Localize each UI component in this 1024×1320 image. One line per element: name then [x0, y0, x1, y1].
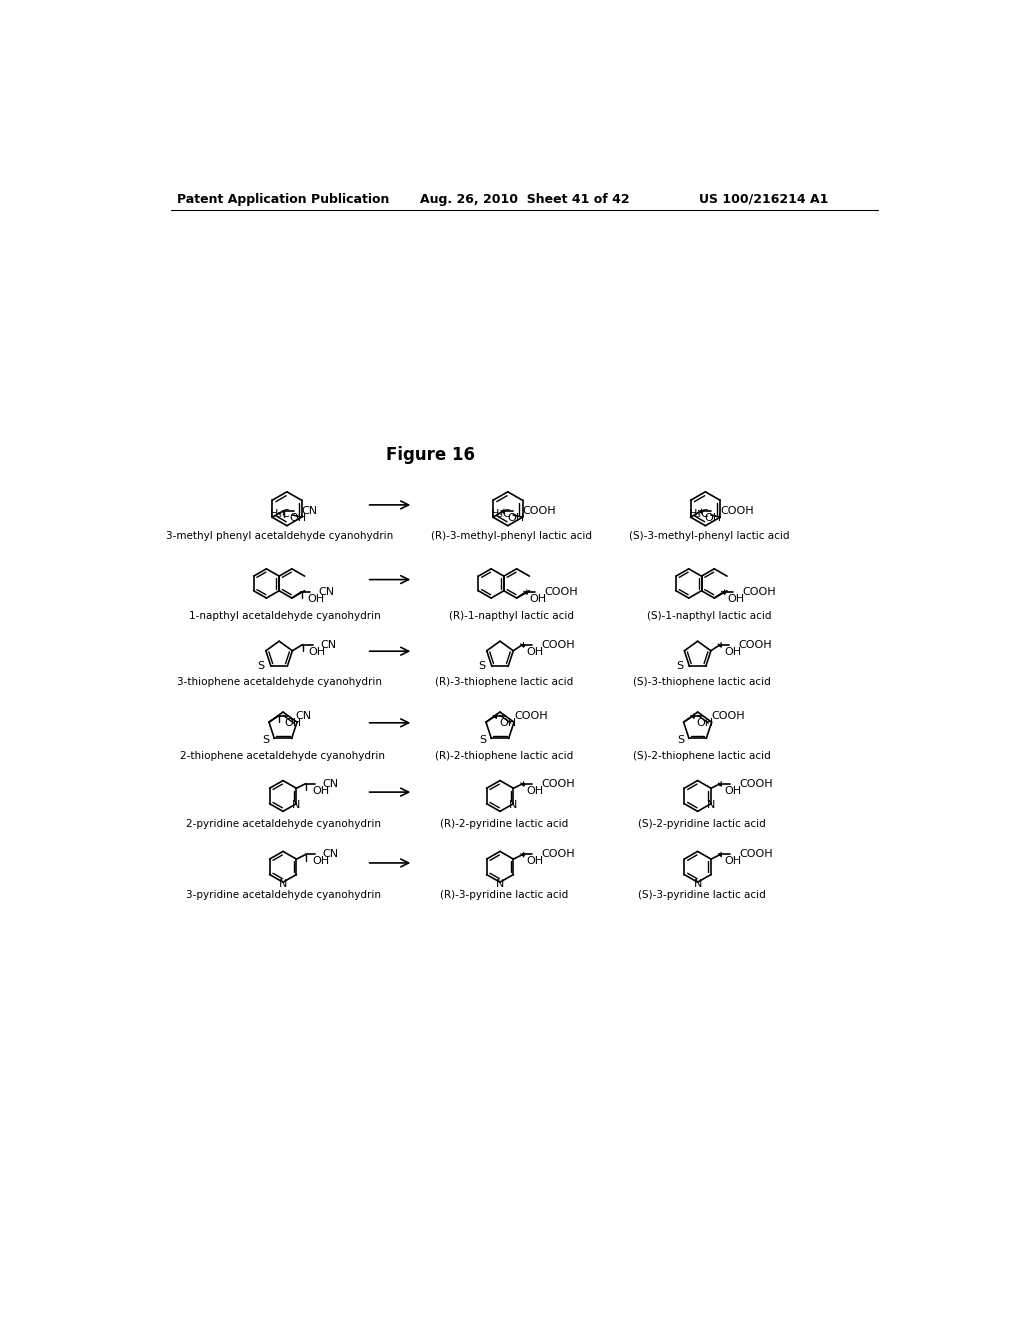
Text: CN: CN — [321, 640, 337, 649]
Text: OH: OH — [526, 857, 544, 866]
Text: (R)-2-pyridine lactic acid: (R)-2-pyridine lactic acid — [439, 820, 568, 829]
Text: (S)-3-thiophene lactic acid: (S)-3-thiophene lactic acid — [633, 677, 770, 686]
Text: (R)-3-thiophene lactic acid: (R)-3-thiophene lactic acid — [435, 677, 573, 686]
Text: (R)-3-methyl-phenyl lactic acid: (R)-3-methyl-phenyl lactic acid — [431, 531, 592, 541]
Text: COOH: COOH — [514, 711, 548, 721]
Text: OH: OH — [307, 594, 325, 603]
Text: OH: OH — [724, 785, 741, 796]
Text: CN: CN — [295, 711, 311, 721]
Text: CN: CN — [301, 506, 317, 516]
Text: OH: OH — [289, 513, 306, 523]
Text: H₃C: H₃C — [490, 510, 512, 519]
Text: H₃C: H₃C — [688, 510, 710, 519]
Text: COOH: COOH — [739, 850, 772, 859]
Text: COOH: COOH — [545, 587, 579, 597]
Text: N: N — [279, 879, 287, 888]
Text: S: S — [262, 735, 269, 744]
Text: S: S — [479, 735, 486, 744]
Text: 3-methyl phenyl acetaldehyde cyanohydrin: 3-methyl phenyl acetaldehyde cyanohydrin — [166, 531, 393, 541]
Text: OH: OH — [529, 594, 547, 603]
Text: OH: OH — [526, 785, 544, 796]
Text: COOH: COOH — [541, 640, 574, 649]
Text: S: S — [676, 661, 683, 672]
Text: OH: OH — [312, 785, 329, 796]
Text: N: N — [509, 800, 517, 810]
Text: CN: CN — [323, 779, 339, 788]
Text: OH: OH — [724, 647, 741, 656]
Text: S: S — [677, 735, 684, 744]
Text: (S)-2-pyridine lactic acid: (S)-2-pyridine lactic acid — [638, 820, 765, 829]
Text: H₃C: H₃C — [270, 510, 291, 519]
Text: COOH: COOH — [739, 779, 772, 788]
Text: (R)-1-napthyl lactic acid: (R)-1-napthyl lactic acid — [450, 611, 574, 620]
Text: 2-pyridine acetaldehyde cyanohydrin: 2-pyridine acetaldehyde cyanohydrin — [185, 820, 381, 829]
Text: COOH: COOH — [542, 850, 574, 859]
Text: Patent Application Publication: Patent Application Publication — [177, 193, 389, 206]
Text: S: S — [258, 661, 265, 672]
Text: (S)-3-methyl-phenyl lactic acid: (S)-3-methyl-phenyl lactic acid — [629, 531, 790, 541]
Text: (S)-2-thiophene lactic acid: (S)-2-thiophene lactic acid — [633, 751, 770, 760]
Text: 3-thiophene acetaldehyde cyanohydrin: 3-thiophene acetaldehyde cyanohydrin — [176, 677, 382, 686]
Text: OH: OH — [499, 718, 516, 727]
Text: COOH: COOH — [720, 506, 754, 516]
Text: N: N — [693, 879, 701, 888]
Text: (S)-3-pyridine lactic acid: (S)-3-pyridine lactic acid — [638, 890, 765, 900]
Text: COOH: COOH — [542, 779, 574, 788]
Text: Figure 16: Figure 16 — [386, 446, 475, 463]
Text: (R)-2-thiophene lactic acid: (R)-2-thiophene lactic acid — [435, 751, 573, 760]
Text: CN: CN — [318, 587, 335, 597]
Text: COOH: COOH — [742, 587, 776, 597]
Text: 3-pyridine acetaldehyde cyanohydrin: 3-pyridine acetaldehyde cyanohydrin — [185, 890, 381, 900]
Text: US 100/216214 A1: US 100/216214 A1 — [698, 193, 828, 206]
Text: N: N — [707, 800, 715, 810]
Text: OH: OH — [724, 857, 741, 866]
Text: CN: CN — [323, 850, 339, 859]
Text: OH: OH — [696, 718, 714, 727]
Text: 2-thiophene acetaldehyde cyanohydrin: 2-thiophene acetaldehyde cyanohydrin — [180, 751, 385, 760]
Text: (R)-3-pyridine lactic acid: (R)-3-pyridine lactic acid — [439, 890, 568, 900]
Text: OH: OH — [526, 647, 544, 656]
Text: COOH: COOH — [712, 711, 745, 721]
Text: COOH: COOH — [738, 640, 772, 649]
Text: Aug. 26, 2010  Sheet 41 of 42: Aug. 26, 2010 Sheet 41 of 42 — [420, 193, 630, 206]
Text: OH: OH — [507, 513, 524, 523]
Text: (S)-1-napthyl lactic acid: (S)-1-napthyl lactic acid — [647, 611, 771, 620]
Text: N: N — [496, 879, 504, 888]
Text: OH: OH — [285, 718, 302, 727]
Text: N: N — [292, 800, 301, 810]
Text: S: S — [478, 661, 485, 672]
Text: OH: OH — [727, 594, 744, 603]
Text: OH: OH — [308, 647, 326, 656]
Text: OH: OH — [705, 513, 722, 523]
Text: OH: OH — [312, 857, 329, 866]
Text: 1-napthyl acetaldehyde cyanohydrin: 1-napthyl acetaldehyde cyanohydrin — [189, 611, 381, 620]
Text: COOH: COOH — [522, 506, 556, 516]
